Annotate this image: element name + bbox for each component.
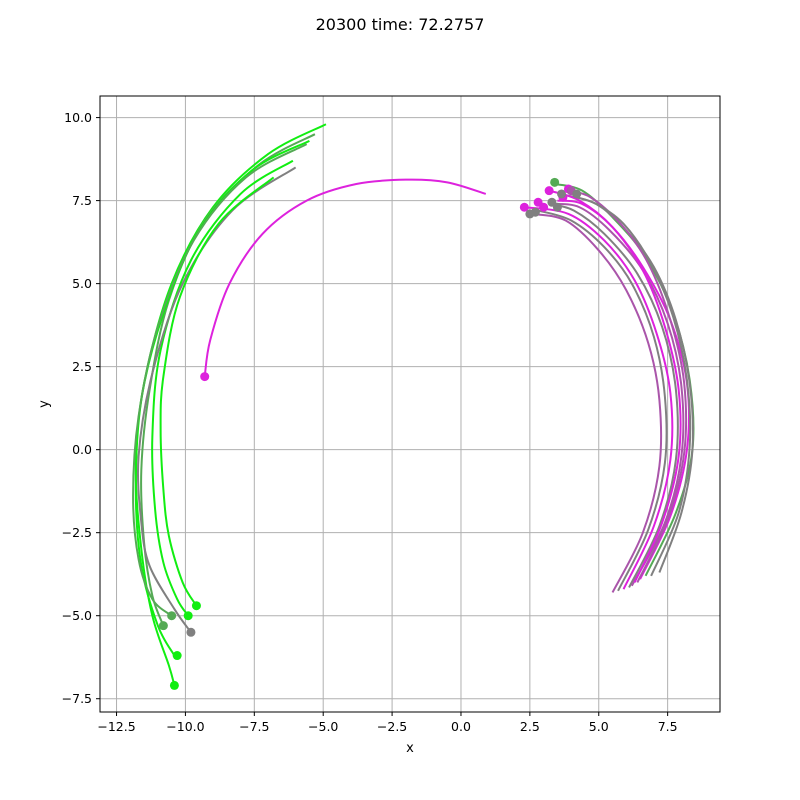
particle-point	[557, 189, 567, 199]
particle-point	[519, 202, 529, 212]
particle-point	[183, 611, 193, 621]
x-tick-label: 7.5	[658, 719, 678, 734]
x-axis-label: x	[406, 741, 414, 756]
y-tick-label: 10.0	[64, 110, 92, 125]
y-tick-label: −7.5	[62, 691, 92, 706]
x-tick-label: −2.5	[377, 719, 407, 734]
trajectory-line	[203, 178, 487, 377]
particle-point	[200, 372, 210, 382]
particle-point	[186, 627, 196, 637]
trajectory-line	[551, 202, 685, 587]
particle-point	[167, 611, 177, 621]
y-tick-label: 2.5	[72, 359, 92, 374]
x-tick-label: 0.0	[451, 719, 471, 734]
x-tick-label: −10.0	[166, 719, 204, 734]
trajectory-line	[532, 212, 663, 593]
x-tick-label: 5.0	[589, 719, 609, 734]
trajectory-line	[537, 209, 668, 592]
trajectory-line	[134, 123, 327, 686]
trajectory-layer	[132, 123, 695, 686]
particle-point	[158, 621, 168, 631]
trajectory-line	[548, 189, 682, 583]
y-axis-label: y	[37, 400, 52, 408]
x-tick-label: −5.0	[308, 719, 338, 734]
trajectory-line	[524, 206, 674, 590]
y-tick-label: −5.0	[62, 608, 92, 623]
axis-ticks: −12.5 −10.0 −7.5 −5.0 −2.5 0.0 2.5 5.0 7.5 −7.5 −5…	[62, 110, 678, 734]
chart-title: 20300 time: 72.2757	[316, 15, 485, 34]
trajectory-line	[576, 196, 692, 577]
particle-point	[552, 202, 562, 212]
x-tick-label: −12.5	[97, 719, 135, 734]
trajectory-line	[568, 189, 688, 583]
particle-point	[191, 601, 201, 611]
trajectory-line	[554, 183, 695, 577]
trajectory-line	[548, 202, 679, 588]
particle-point	[539, 202, 549, 212]
trajectory-line	[136, 166, 297, 633]
grid	[100, 96, 720, 712]
trajectory-line	[151, 159, 294, 617]
trajectory-line	[559, 192, 694, 573]
y-tick-label: 7.5	[72, 193, 92, 208]
particle-point	[172, 651, 182, 661]
particle-point	[169, 680, 179, 690]
endpoint-layer	[158, 177, 582, 690]
y-tick-label: −2.5	[62, 525, 92, 540]
particle-point	[572, 189, 582, 199]
x-tick-label: 2.5	[520, 719, 540, 734]
particle-point	[550, 177, 560, 187]
plot-frame	[99, 95, 721, 713]
trajectory-line	[132, 143, 308, 617]
particle-point	[544, 186, 554, 196]
x-tick-label: −7.5	[239, 719, 269, 734]
y-tick-label: 5.0	[72, 276, 92, 291]
y-tick-label: 0.0	[72, 442, 92, 457]
trajectory-line	[159, 176, 275, 607]
particle-point	[530, 207, 540, 217]
